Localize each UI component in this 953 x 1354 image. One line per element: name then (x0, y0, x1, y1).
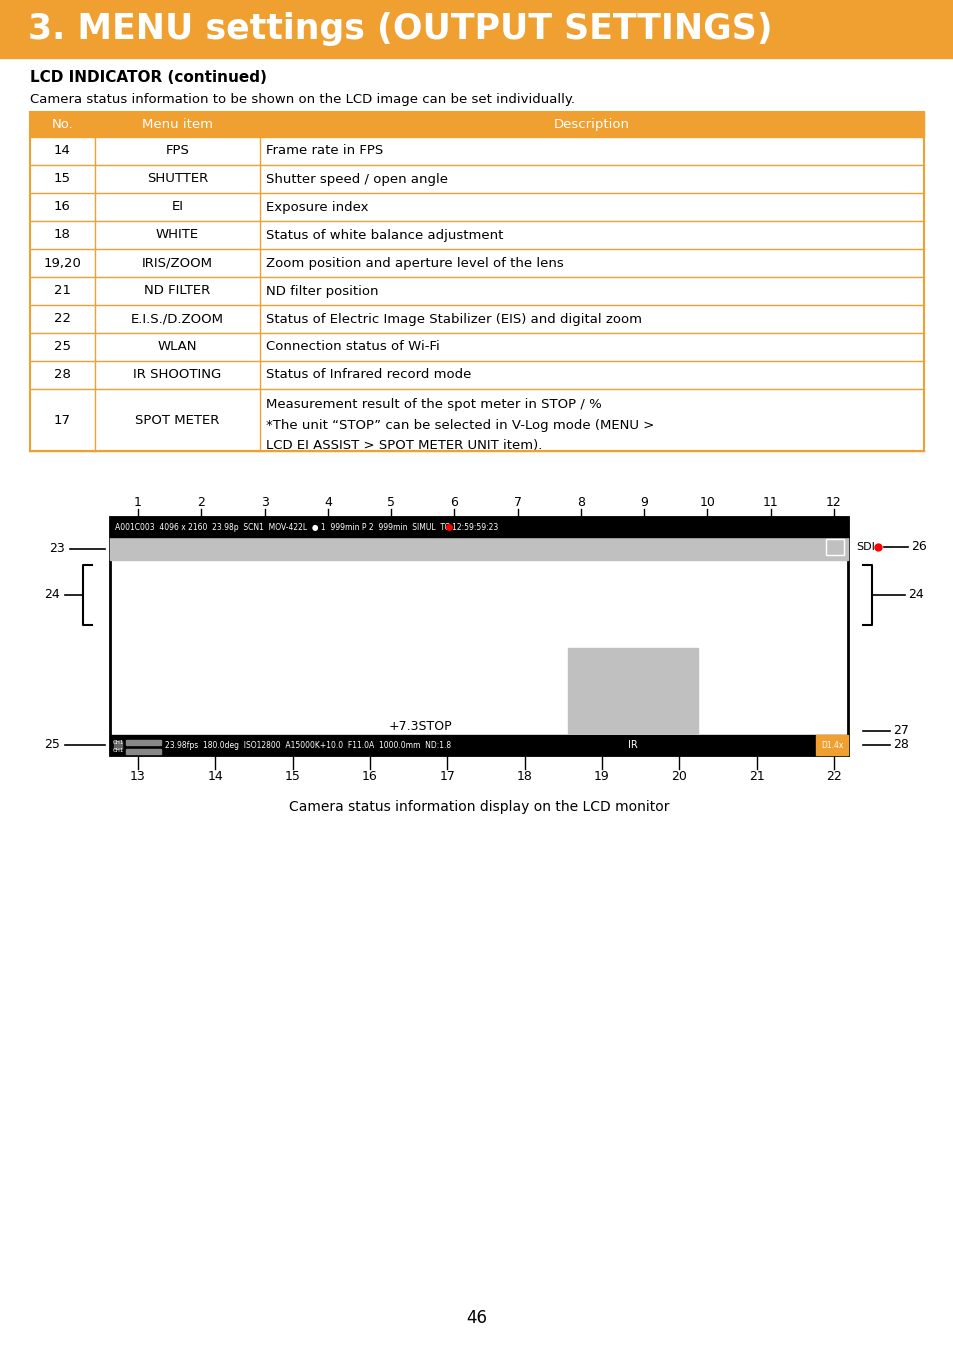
Text: D1.4x: D1.4x (820, 741, 842, 750)
Text: WHITE: WHITE (155, 229, 199, 241)
Text: A001C003  4096 x 2160  23.98p  SCN1  MOV-422L  ● 1  999min P 2  999min  SIMUL  T: A001C003 4096 x 2160 23.98p SCN1 MOV-422… (115, 523, 497, 532)
Bar (110, 517, 847, 756)
Text: Status of Electric Image Stabilizer (EIS) and digital zoom: Status of Electric Image Stabilizer (EIS… (266, 313, 641, 325)
Text: EI: EI (172, 200, 183, 214)
Bar (30, 362, 923, 389)
Text: IRIS/ZOOM: IRIS/ZOOM (142, 256, 213, 269)
Text: Description: Description (554, 118, 629, 131)
Bar (30, 194, 923, 221)
Text: Camera status information display on the LCD monitor: Camera status information display on the… (289, 800, 669, 814)
Text: 17: 17 (54, 413, 71, 427)
Bar (567, 649, 697, 733)
Text: 19: 19 (594, 770, 609, 784)
Text: ND filter position: ND filter position (266, 284, 378, 298)
Text: 26: 26 (910, 540, 925, 554)
Text: Frame rate in FPS: Frame rate in FPS (266, 145, 383, 157)
Bar (30, 389, 923, 451)
Text: Measurement result of the spot meter in STOP / %: Measurement result of the spot meter in … (266, 398, 601, 410)
Text: Connection status of Wi-Fi: Connection status of Wi-Fi (266, 340, 439, 353)
Text: SDI: SDI (855, 542, 874, 552)
Bar (825, 539, 843, 555)
Text: 24: 24 (44, 589, 60, 601)
Text: 23.98fps  180.0deg  ISO12800  A15000K+10.0  F11.0A  1000.0mm  ND:1.8: 23.98fps 180.0deg ISO12800 A15000K+10.0 … (165, 741, 451, 750)
Text: 10: 10 (699, 496, 715, 509)
Bar (110, 517, 847, 538)
Text: 3. MENU settings (OUTPUT SETTINGS): 3. MENU settings (OUTPUT SETTINGS) (28, 12, 772, 46)
Bar (30, 221, 923, 249)
Text: Menu item: Menu item (142, 118, 213, 131)
Bar (0, 0, 953, 58)
Text: 19,20: 19,20 (44, 256, 81, 269)
Text: 4: 4 (323, 496, 332, 509)
Bar (30, 112, 923, 137)
Text: LCD EI ASSIST > SPOT METER UNIT item).: LCD EI ASSIST > SPOT METER UNIT item). (266, 439, 542, 452)
Text: 8: 8 (577, 496, 584, 509)
Text: 25: 25 (44, 738, 60, 751)
Text: IR SHOOTING: IR SHOOTING (133, 368, 221, 382)
Bar (30, 333, 923, 362)
Text: E.I.S./D.ZOOM: E.I.S./D.ZOOM (131, 313, 224, 325)
Text: 13: 13 (130, 770, 146, 784)
Text: 11: 11 (762, 496, 778, 509)
Text: 16: 16 (54, 200, 71, 214)
Text: Status of Infrared record mode: Status of Infrared record mode (266, 368, 471, 382)
Bar (30, 278, 923, 305)
Text: 18: 18 (54, 229, 71, 241)
Text: CH1: CH1 (112, 749, 124, 753)
Text: 16: 16 (362, 770, 377, 784)
Text: 17: 17 (439, 770, 455, 784)
Text: 21: 21 (748, 770, 763, 784)
Text: IR: IR (627, 741, 637, 750)
Text: LCD INDICATOR (continued): LCD INDICATOR (continued) (30, 70, 267, 85)
Text: Shutter speed / open angle: Shutter speed / open angle (266, 172, 448, 185)
Text: 7: 7 (513, 496, 521, 509)
Bar (30, 165, 923, 194)
Text: CH1: CH1 (112, 739, 124, 745)
Text: No.: No. (51, 118, 73, 131)
Text: ND FILTER: ND FILTER (144, 284, 211, 298)
Text: 28: 28 (892, 738, 908, 751)
Text: 15: 15 (284, 770, 300, 784)
Text: 12: 12 (825, 496, 841, 509)
Text: 23: 23 (50, 543, 65, 555)
Text: +7.3STOP: +7.3STOP (388, 720, 452, 734)
Text: Status of white balance adjustment: Status of white balance adjustment (266, 229, 503, 241)
Text: 27: 27 (892, 724, 908, 738)
Bar (126, 741, 161, 745)
Text: 1: 1 (134, 496, 142, 509)
Bar (110, 538, 847, 561)
Text: 24: 24 (907, 589, 923, 601)
Bar (110, 735, 847, 756)
Bar (126, 749, 161, 754)
Text: 14: 14 (54, 145, 71, 157)
Text: SPOT METER: SPOT METER (135, 413, 219, 427)
Text: 46: 46 (466, 1309, 487, 1327)
Text: 2: 2 (197, 496, 205, 509)
Text: Zoom position and aperture level of the lens: Zoom position and aperture level of the … (266, 256, 563, 269)
Bar (815, 735, 847, 756)
Text: 5: 5 (387, 496, 395, 509)
Text: 28: 28 (54, 368, 71, 382)
Bar (30, 305, 923, 333)
Text: 22: 22 (54, 313, 71, 325)
Text: 22: 22 (825, 770, 841, 784)
Text: 3: 3 (260, 496, 268, 509)
Text: Exposure index: Exposure index (266, 200, 368, 214)
Text: 25: 25 (54, 340, 71, 353)
Text: SHUTTER: SHUTTER (147, 172, 208, 185)
Bar (30, 249, 923, 278)
Text: 6: 6 (450, 496, 457, 509)
Text: *The unit “STOP” can be selected in V-Log mode (MENU >: *The unit “STOP” can be selected in V-Lo… (266, 418, 654, 432)
Text: Camera status information to be shown on the LCD image can be set individually.: Camera status information to be shown on… (30, 93, 575, 107)
Text: 15: 15 (54, 172, 71, 185)
Text: 21: 21 (54, 284, 71, 298)
Bar (30, 137, 923, 165)
Text: 20: 20 (671, 770, 686, 784)
Text: 14: 14 (207, 770, 223, 784)
Text: 18: 18 (517, 770, 532, 784)
Text: FPS: FPS (166, 145, 190, 157)
Text: WLAN: WLAN (157, 340, 197, 353)
Text: 9: 9 (639, 496, 647, 509)
